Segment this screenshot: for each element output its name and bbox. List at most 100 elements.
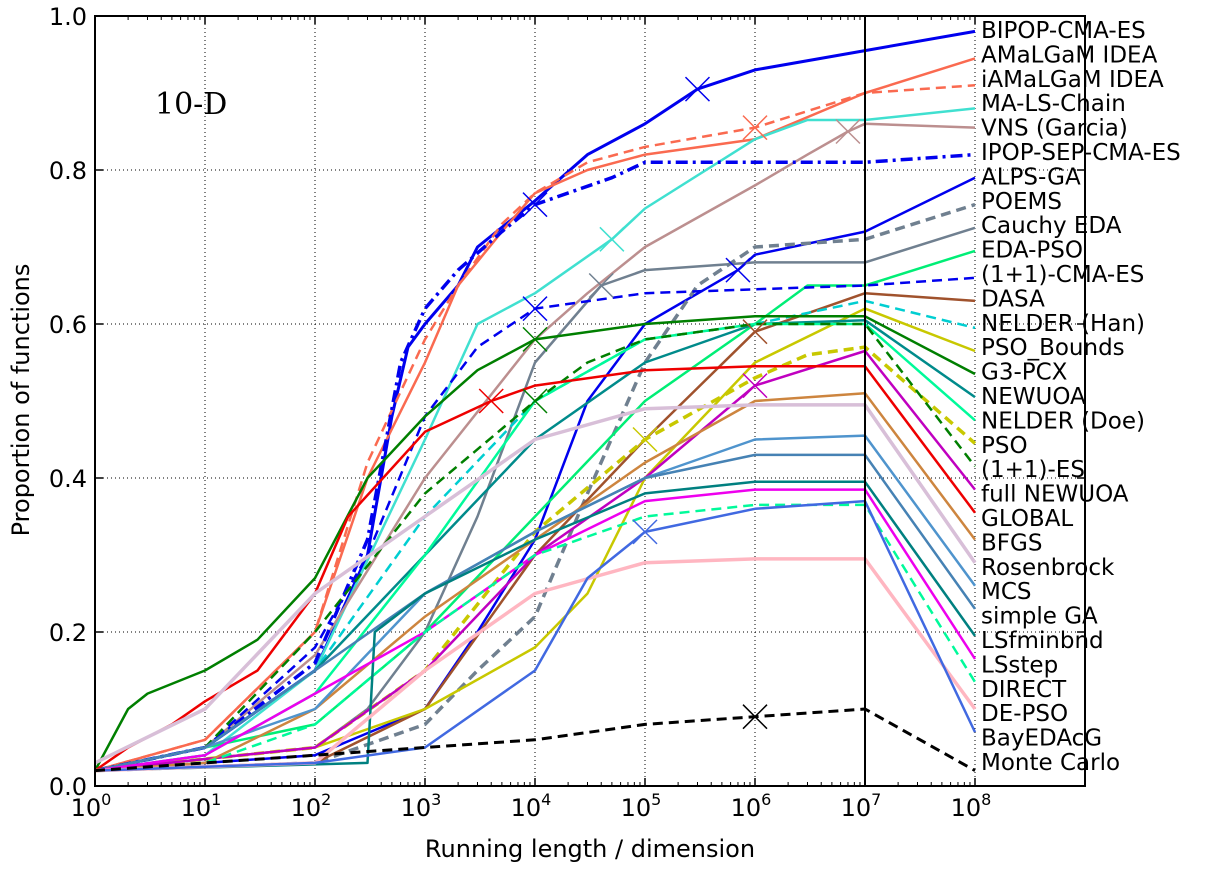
legend-label-bfgs: BFGS: [981, 530, 1042, 556]
series-marker-cauchy-eda: [588, 272, 614, 299]
x-tick-label: 100: [71, 790, 112, 822]
series-line-rosenbrock: [94, 403, 977, 765]
series-marker-1-1-es: [522, 388, 548, 414]
plot-frame: [94, 15, 1086, 787]
y-tick-label: 0.4: [49, 465, 87, 493]
series-line-newuoa: [94, 318, 976, 772]
series-line-vns-garcia: [94, 122, 976, 772]
series-line-poems: [94, 202, 976, 773]
y-tick-label: 1.0: [49, 3, 87, 31]
legend-label-amalgam-idea: AMaLGaM IDEA: [981, 42, 1158, 68]
series-marker-alps-ga: [725, 257, 751, 283]
series-marker-monte-carlo: [742, 704, 768, 730]
legend-label-pso: PSO: [981, 433, 1028, 459]
marker-stroke: [478, 388, 504, 414]
series-marker-1-1-cma-es: [522, 296, 548, 322]
series-marker-ma-ls-chain: [599, 226, 625, 252]
legend-label-vns-garcia: VNS (Garcia): [981, 116, 1128, 142]
legend-label-g3-pcx: G3-PCX: [981, 360, 1068, 386]
series-line-simple-ga: [94, 453, 977, 772]
marker-stroke: [632, 426, 658, 453]
x-tick-label: 107: [841, 790, 882, 822]
series-marker-dasa: [742, 319, 768, 345]
series-line-bayedacg: [94, 499, 977, 772]
marker-stroke: [522, 192, 548, 218]
legend-label-direct: DIRECT: [981, 677, 1067, 703]
legend-label-cauchy-eda: Cauchy EDA: [981, 213, 1122, 239]
series-line-1-1-es: [94, 322, 976, 772]
legend-label-eda-pso: EDA-PSO: [981, 238, 1083, 264]
x-tick-label: 105: [621, 790, 662, 822]
y-tick-label: 0.8: [49, 157, 87, 185]
marker-stroke: [522, 388, 548, 414]
legend-label-1-1-cma-es: (1+1)-CMA-ES: [981, 262, 1144, 288]
marker-stroke: [684, 76, 711, 102]
legend-label-nelder-han: NELDER (Han): [981, 311, 1145, 337]
marker-stroke: [742, 319, 768, 345]
x-tick-label: 103: [401, 790, 442, 822]
series-marker-iamalgam-idea: [742, 115, 768, 141]
legend-label-full-newuoa: full NEWUOA: [981, 482, 1129, 508]
legend-label-iamalgam-idea: iAMaLGaM IDEA: [981, 67, 1164, 93]
series-line-amalgam-idea: [94, 57, 976, 772]
x-tick-label: 106: [731, 790, 772, 822]
legend-label-alps-ga: ALPS-GA: [981, 164, 1081, 190]
series-line-1-1-cma-es: [94, 276, 976, 772]
series-marker-bayedacg: [632, 519, 658, 545]
legend-label-de-pso: DE-PSO: [981, 701, 1068, 727]
series-marker-pso: [632, 426, 658, 453]
series-marker-full-newuoa: [742, 373, 768, 399]
legend-label-poems: POEMS: [981, 189, 1062, 215]
marker-stroke: [632, 519, 658, 545]
y-tick-label: 0.0: [49, 773, 87, 801]
axis-ticks: 100 101 102 103 104 105 106 107 108 0.0 0.2 0.4 0.6 0…: [49, 3, 1085, 822]
marker-stroke: [742, 115, 768, 141]
legend-label-dasa: DASA: [981, 286, 1045, 312]
series-line-dasa: [94, 291, 976, 772]
dimension-annotation: 10-D: [155, 87, 227, 122]
legend-label-lsfminbnd: LSfminbnd: [981, 628, 1104, 654]
x-tick-label: 104: [511, 790, 552, 822]
legend-label-pso-bounds: PSO_Bounds: [981, 335, 1125, 361]
legend-label-nelder-doe: NELDER (Doe): [981, 408, 1145, 434]
y-axis-title: Proportion of functions: [7, 264, 35, 537]
series-line-g3-pcx: [93, 315, 976, 772]
series-line-monte-carlo: [94, 707, 976, 773]
series-line-bfgs: [94, 392, 976, 772]
series-line-lsfminbnd: [94, 480, 977, 772]
marker-stroke: [599, 226, 625, 252]
marker-stroke: [742, 704, 768, 730]
series-marker-ipop-sep-cma-es: [522, 192, 548, 218]
marker-stroke: [742, 373, 768, 399]
legend-label-simple-ga: simple GA: [981, 604, 1098, 630]
x-tick-label: 108: [951, 790, 992, 822]
legend-label-rosenbrock: Rosenbrock: [981, 555, 1115, 581]
series-line-alps-ga: [94, 176, 976, 772]
legend-label-1-1-es: (1+1)-ES: [981, 457, 1085, 483]
marker-stroke: [588, 272, 614, 299]
y-tick-label: 0.2: [49, 619, 87, 647]
legend-label-ma-ls-chain: MA-LS-Chain: [981, 91, 1126, 117]
x-tick-label: 101: [181, 790, 222, 822]
x-tick-label: 102: [291, 790, 332, 822]
marker-stroke: [725, 257, 751, 283]
legend-label-bayedacg: BayEDAcG: [981, 726, 1102, 752]
y-tick-label: 0.6: [49, 311, 87, 339]
series-line-nelder-doe: [94, 322, 976, 772]
marker-stroke: [835, 118, 861, 145]
series-line-de-pso: [94, 557, 977, 773]
series-marker-global: [478, 388, 504, 414]
legend-label-global: GLOBAL: [981, 506, 1073, 532]
legend-label-ipop-sep-cma-es: IPOP-SEP-CMA-ES: [981, 140, 1181, 166]
series-line-global: [94, 365, 976, 772]
series-line-ipop-sep-cma-es: [94, 152, 976, 773]
marker-stroke: [522, 296, 548, 322]
x-axis-title: Running length / dimension: [425, 835, 755, 863]
series-markers: [478, 76, 861, 730]
series-marker-g3-pcx: [522, 326, 548, 352]
legend-label-monte-carlo: Monte Carlo: [981, 750, 1120, 776]
legend-label-newuoa: NEWUOA: [981, 384, 1086, 410]
series-line-pso-bounds: [94, 307, 976, 772]
